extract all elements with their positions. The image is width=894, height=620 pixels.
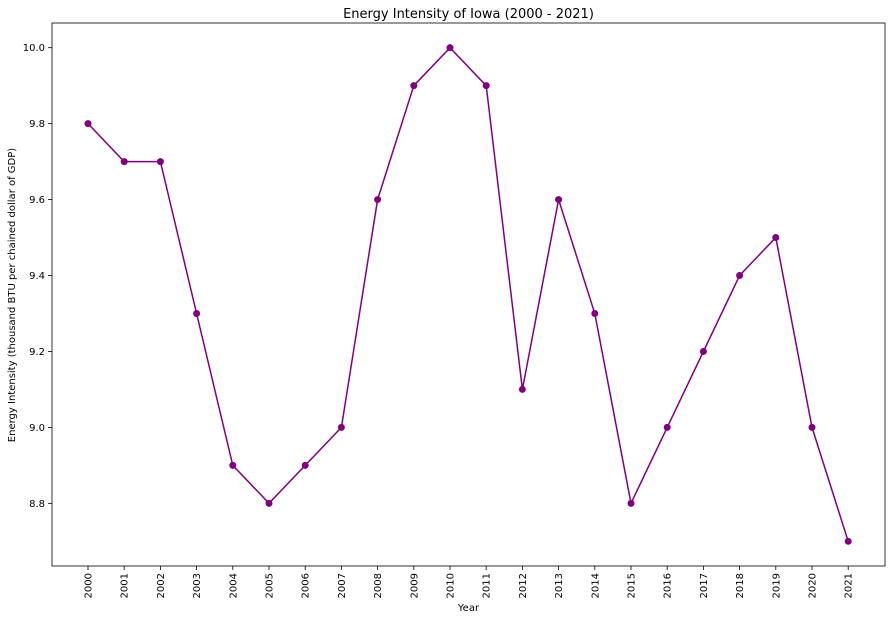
data-point [736, 272, 744, 280]
x-tick-label: 2019 [771, 573, 782, 598]
y-tick-label: 10.0 [23, 43, 45, 54]
data-point [482, 82, 490, 90]
x-tick-label: 2020 [808, 573, 819, 598]
data-point [374, 196, 382, 204]
x-tick-label: 2002 [156, 573, 167, 598]
data-point [772, 234, 780, 242]
data-point [84, 120, 92, 128]
x-tick-label: 2001 [120, 573, 131, 598]
x-axis-label: Year [457, 603, 480, 614]
x-tick-label: 2010 [446, 573, 457, 598]
axes-frame [51, 22, 886, 567]
data-point [120, 158, 128, 166]
data-point [699, 347, 707, 355]
data-point [844, 537, 852, 545]
x-tick-label: 2004 [228, 573, 239, 598]
x-tick-label: 2007 [337, 573, 348, 598]
data-point [193, 309, 201, 317]
x-tick-label: 2014 [590, 573, 601, 598]
data-point [229, 461, 237, 469]
y-tick-label: 9.2 [29, 347, 45, 358]
x-tick-label: 2003 [192, 573, 203, 598]
x-tick-label: 2017 [699, 573, 710, 598]
data-point [410, 82, 418, 90]
x-tick-label: 2009 [409, 573, 420, 598]
x-tick-label: 2005 [265, 573, 276, 598]
data-point [808, 423, 816, 431]
x-tick-label: 2000 [84, 573, 95, 598]
data-point [663, 423, 671, 431]
x-tick-label: 2018 [735, 573, 746, 598]
data-point [518, 385, 526, 393]
series-line [87, 46, 849, 542]
y-tick-label: 9.4 [29, 271, 45, 282]
data-point [156, 158, 164, 166]
x-tick-label: 2006 [301, 573, 312, 598]
chart-title: Energy Intensity of Iowa (2000 - 2021) [343, 7, 594, 22]
data-point [337, 423, 345, 431]
data-point [555, 196, 563, 204]
y-axis-label: Energy Intensity (thousand BTU per chain… [7, 148, 18, 442]
y-tick-label: 9.8 [29, 119, 45, 130]
x-tick-label: 2013 [554, 573, 565, 598]
data-point [446, 44, 454, 52]
data-point [591, 309, 599, 317]
x-tick-label: 2008 [373, 573, 384, 598]
data-point [627, 499, 635, 507]
x-tick-label: 2015 [627, 573, 638, 598]
data-point [301, 461, 309, 469]
y-tick-label: 8.8 [29, 499, 45, 510]
y-tick-label: 9.0 [29, 423, 45, 434]
x-tick-label: 2011 [482, 573, 493, 598]
x-tick-label: 2016 [663, 573, 674, 598]
plot-area: 8.8 9.0 9.2 9.4 9.6 9.8 10.0 2000 2001 2002 2003 20… [23, 22, 886, 598]
x-tick-label: 2021 [844, 573, 855, 598]
y-tick-label: 9.6 [29, 195, 45, 206]
x-tick-label: 2012 [518, 573, 529, 598]
data-point [265, 499, 273, 507]
